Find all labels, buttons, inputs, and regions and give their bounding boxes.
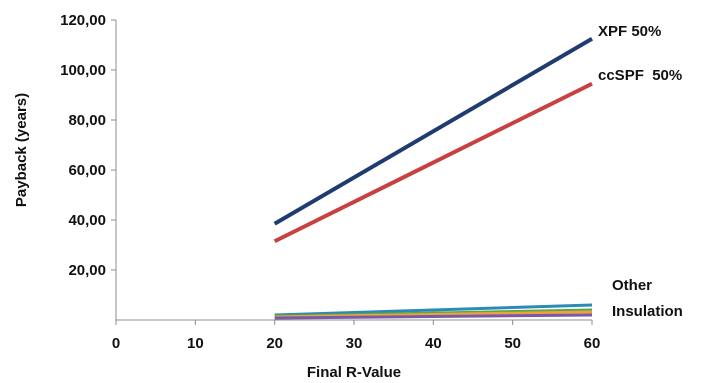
series-lines <box>273 37 594 320</box>
x-axis-title: Final R-Value <box>307 364 401 381</box>
series-label-xpf: XPF 50% <box>598 23 661 40</box>
series-line-3 <box>274 303 593 317</box>
y-tick-label: 40,00 <box>68 212 106 229</box>
y-axis-title: Payback (years) <box>13 93 30 207</box>
y-tick-label: 80,00 <box>68 112 106 129</box>
x-tick-label: 60 <box>584 335 601 352</box>
annotation-insulation: Insulation <box>612 303 683 320</box>
y-tick-label: 120,00 <box>60 12 106 29</box>
y-tick-label: 100,00 <box>60 62 106 79</box>
series-labels: XPF 50% ccSPF 50% Other Insulation <box>598 23 683 320</box>
series-line-1 <box>273 37 594 226</box>
y-tick-label: 60,00 <box>68 162 106 179</box>
axes <box>115 20 592 321</box>
series-line-2 <box>273 81 593 244</box>
series-line-6 <box>274 313 593 320</box>
x-tick-label: 20 <box>266 335 283 352</box>
x-tick-label: 10 <box>187 335 204 352</box>
x-tick-label: 40 <box>425 335 442 352</box>
x-tick-label: 50 <box>504 335 521 352</box>
tick-labels: 20,00 40,00 60,00 80,00 100,00 120,00 0 10 20 30 4… <box>60 12 600 352</box>
y-tick-label: 20,00 <box>68 262 106 279</box>
annotation-other: Other <box>612 277 652 294</box>
series-label-ccspf: ccSPF 50% <box>598 67 682 84</box>
x-tick-label: 0 <box>112 335 120 352</box>
x-tick-label: 30 <box>346 335 363 352</box>
